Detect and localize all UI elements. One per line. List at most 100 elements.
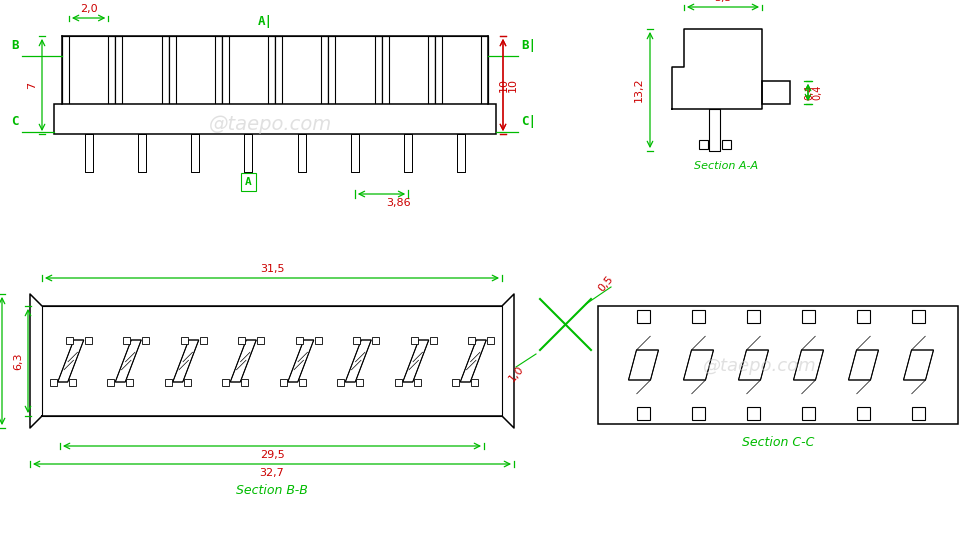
Polygon shape: [108, 36, 116, 104]
Bar: [802, 407, 815, 420]
Bar: [142, 336, 149, 343]
Bar: [337, 379, 344, 386]
Polygon shape: [404, 134, 413, 172]
Bar: [126, 379, 133, 386]
Bar: [222, 379, 229, 386]
Bar: [481, 36, 488, 104]
Bar: [471, 379, 478, 386]
Polygon shape: [62, 36, 69, 104]
Polygon shape: [58, 340, 83, 382]
Bar: [42, 306, 502, 416]
Bar: [912, 407, 925, 420]
Polygon shape: [794, 350, 823, 380]
Text: @taepo.com: @taepo.com: [704, 357, 816, 375]
Polygon shape: [191, 134, 199, 172]
Bar: [381, 36, 388, 104]
Bar: [430, 336, 437, 343]
Bar: [84, 336, 92, 343]
Polygon shape: [275, 36, 282, 104]
Bar: [66, 336, 73, 343]
Bar: [762, 81, 790, 104]
Polygon shape: [672, 29, 762, 109]
Bar: [296, 336, 303, 343]
Polygon shape: [461, 340, 486, 382]
Polygon shape: [427, 36, 435, 104]
Bar: [169, 36, 175, 104]
Bar: [184, 379, 191, 386]
Bar: [108, 36, 116, 104]
Polygon shape: [628, 350, 659, 380]
Text: 2,0: 2,0: [79, 4, 97, 14]
Bar: [116, 36, 169, 104]
Bar: [372, 336, 379, 343]
Bar: [857, 310, 870, 323]
Polygon shape: [84, 134, 93, 172]
Polygon shape: [244, 134, 253, 172]
Text: 10: 10: [499, 78, 509, 92]
Polygon shape: [268, 36, 275, 104]
Text: 10: 10: [508, 78, 518, 92]
Bar: [200, 336, 207, 343]
Polygon shape: [298, 134, 306, 172]
Bar: [353, 336, 361, 343]
Polygon shape: [162, 36, 169, 104]
Bar: [857, 407, 870, 420]
Bar: [709, 109, 719, 151]
Polygon shape: [328, 36, 335, 104]
Text: Section A-A: Section A-A: [694, 161, 759, 171]
Polygon shape: [709, 109, 719, 151]
Bar: [747, 407, 760, 420]
Bar: [279, 379, 287, 386]
Bar: [221, 36, 275, 104]
Text: 0,5: 0,5: [596, 274, 614, 294]
Bar: [244, 134, 253, 172]
Polygon shape: [435, 36, 442, 104]
Bar: [357, 379, 364, 386]
Bar: [637, 310, 650, 323]
Bar: [598, 306, 958, 424]
Polygon shape: [172, 340, 199, 382]
Text: C|: C|: [521, 115, 536, 128]
Bar: [241, 379, 248, 386]
Bar: [468, 336, 475, 343]
Bar: [452, 379, 460, 386]
Bar: [721, 140, 730, 149]
Bar: [180, 336, 188, 343]
Polygon shape: [116, 340, 141, 382]
Bar: [487, 336, 494, 343]
Polygon shape: [374, 36, 381, 104]
Bar: [692, 407, 705, 420]
Bar: [315, 336, 321, 343]
Polygon shape: [30, 294, 514, 428]
Polygon shape: [683, 350, 713, 380]
Bar: [107, 379, 115, 386]
Bar: [299, 379, 306, 386]
Bar: [458, 134, 466, 172]
Bar: [257, 336, 265, 343]
Text: 0,4: 0,4: [804, 85, 814, 100]
Bar: [411, 336, 417, 343]
Bar: [221, 36, 228, 104]
Bar: [165, 379, 172, 386]
Polygon shape: [381, 36, 388, 104]
Bar: [404, 134, 413, 172]
Bar: [414, 379, 420, 386]
Polygon shape: [481, 36, 488, 104]
Bar: [435, 36, 488, 104]
Bar: [62, 36, 116, 104]
Bar: [381, 36, 435, 104]
Bar: [275, 36, 282, 104]
Text: A: A: [245, 177, 252, 187]
Text: 5,5: 5,5: [714, 0, 732, 3]
Polygon shape: [138, 134, 146, 172]
Text: B|: B|: [521, 40, 536, 52]
Polygon shape: [345, 340, 371, 382]
Text: B: B: [12, 40, 19, 52]
Bar: [138, 134, 146, 172]
Text: Section B-B: Section B-B: [236, 484, 308, 497]
Polygon shape: [321, 36, 328, 104]
Polygon shape: [221, 36, 228, 104]
Polygon shape: [116, 36, 122, 104]
Bar: [395, 379, 402, 386]
Bar: [169, 36, 221, 104]
